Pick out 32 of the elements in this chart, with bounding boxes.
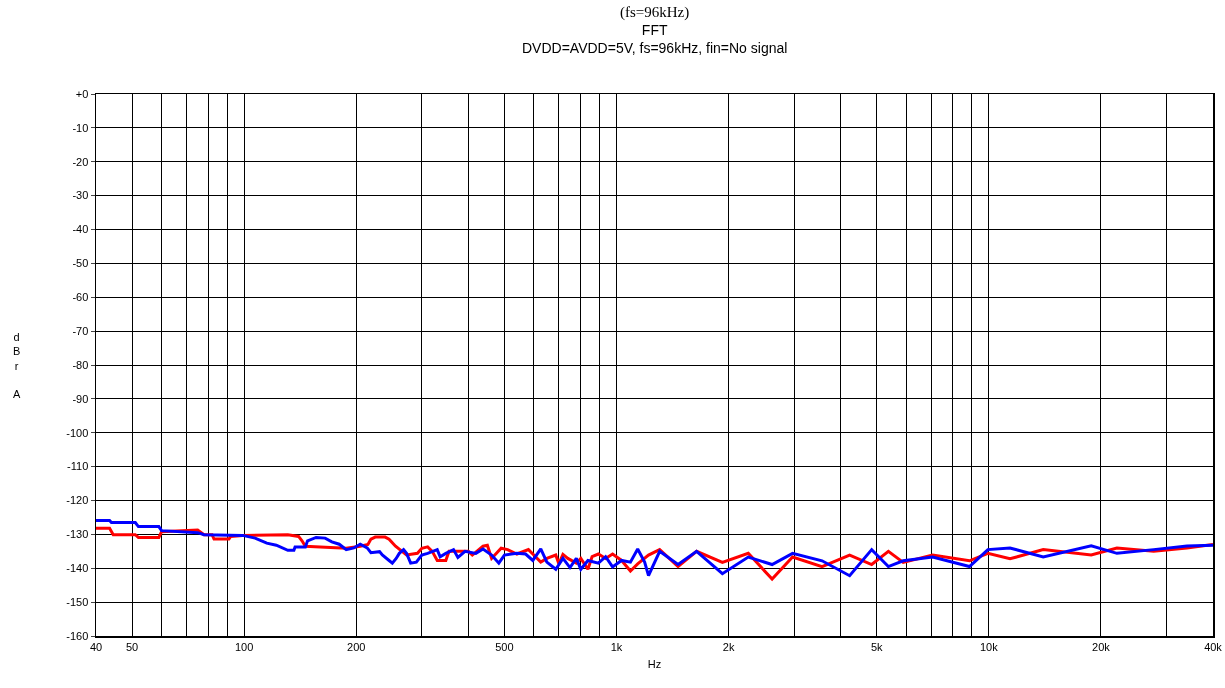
y-tick-label: -110 xyxy=(67,460,89,473)
y-tick-label: -90 xyxy=(72,392,89,405)
y-tick-label: -70 xyxy=(72,324,89,337)
y-tick-label: +0 xyxy=(75,87,89,100)
chart-subtitle: FFT DVDD=AVDD=5V, fs=96kHz, fin=No signal xyxy=(522,22,788,57)
x-tick-label: 20k xyxy=(1092,640,1111,653)
y-tick-label: -10 xyxy=(72,121,89,134)
y-tick-label: -60 xyxy=(72,291,89,304)
y-tick-label: -30 xyxy=(72,189,89,202)
y-tick-label: -140 xyxy=(66,562,89,575)
y-tick-label: -20 xyxy=(72,155,89,168)
y-tick-label: -120 xyxy=(66,494,89,507)
x-tick-label: 40k xyxy=(1204,640,1223,653)
x-axis-title: Hz xyxy=(647,657,662,670)
y-tick-label: -50 xyxy=(72,257,89,270)
x-tick-label: 500 xyxy=(495,640,514,653)
y-tick-label: -80 xyxy=(72,358,89,371)
y-tick-label: -40 xyxy=(72,223,89,236)
x-tick-label: 50 xyxy=(125,640,139,653)
x-tick-label: 40 xyxy=(89,640,103,653)
x-tick-label: 1k xyxy=(610,640,623,653)
text: dBr A xyxy=(13,331,21,401)
chart-title: (fs=96kHz) xyxy=(620,4,690,21)
y-tick-label: -100 xyxy=(66,426,89,439)
x-tick-label: 2k xyxy=(722,640,735,653)
y-tick-label: -130 xyxy=(66,528,89,541)
x-tick-label: 100 xyxy=(234,640,254,653)
x-tick-label: 200 xyxy=(347,640,366,653)
y-tick-label: -160 xyxy=(66,629,89,642)
x-tick-label: 5k xyxy=(870,640,884,653)
x-tick-label: 10k xyxy=(979,640,999,653)
y-tick-label: -150 xyxy=(66,595,89,608)
